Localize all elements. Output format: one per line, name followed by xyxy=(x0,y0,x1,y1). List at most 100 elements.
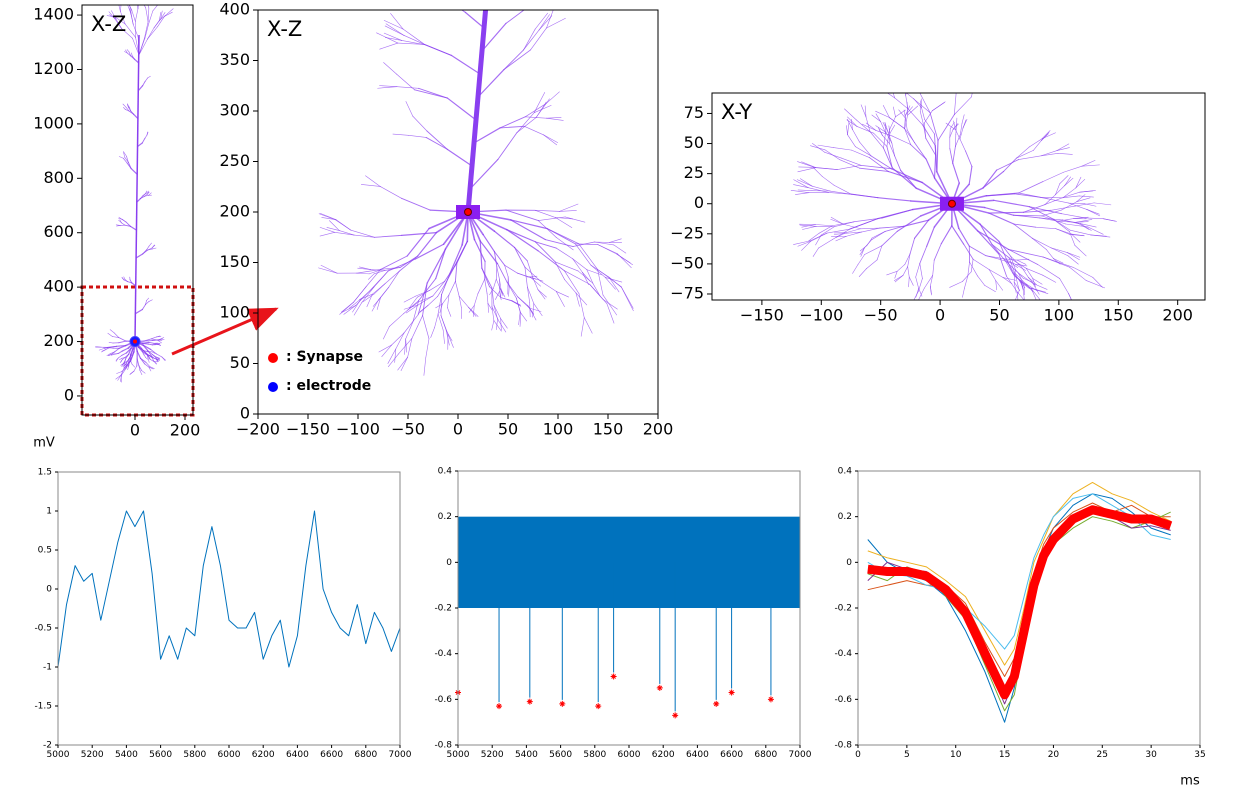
dendrite xyxy=(130,15,134,25)
dendrite xyxy=(109,329,115,334)
y-tick-label: 50 xyxy=(684,133,704,152)
dendrite xyxy=(151,353,157,358)
dendrite xyxy=(495,291,500,300)
dendrite xyxy=(430,327,435,338)
dendrite xyxy=(437,283,446,297)
dendrite xyxy=(555,217,573,228)
dendrite xyxy=(877,197,912,202)
dendrite xyxy=(442,329,445,344)
dendrite xyxy=(953,96,972,115)
y-tick-label: -0.4 xyxy=(434,649,452,659)
dendrite xyxy=(949,129,954,138)
dendrite xyxy=(148,192,152,196)
dendrite xyxy=(886,145,893,169)
dendrite xyxy=(1003,157,1017,172)
dendrite xyxy=(526,260,534,278)
dendrite xyxy=(1023,204,1046,213)
y-tick-label: 250 xyxy=(219,151,250,170)
dendrite xyxy=(497,263,508,283)
dendrite xyxy=(1014,272,1027,285)
dendrite xyxy=(150,336,157,340)
dendrite xyxy=(906,93,908,94)
x-axis-label: ms xyxy=(1180,774,1200,789)
dendrite xyxy=(797,189,813,191)
dendrite xyxy=(121,367,127,376)
dendrite xyxy=(864,245,883,255)
dendrite xyxy=(985,255,1004,260)
spike-marker xyxy=(713,700,720,707)
y-tick-label: 0 xyxy=(240,404,250,423)
dendrite xyxy=(940,225,953,245)
dendrite xyxy=(594,241,615,246)
dendrite xyxy=(937,114,955,141)
dendrite xyxy=(575,243,592,266)
dendrite xyxy=(404,338,406,355)
dendrite xyxy=(519,313,522,327)
dendrite xyxy=(960,122,963,135)
dendrite xyxy=(1018,192,1049,200)
dendrite xyxy=(473,293,479,306)
dendrite xyxy=(138,38,148,56)
y-tick-label: -0.6 xyxy=(834,695,852,705)
dendrite xyxy=(590,264,606,278)
dendrite xyxy=(469,158,499,190)
dendrite xyxy=(412,300,419,323)
y-tick-label: 0.4 xyxy=(838,467,853,477)
dendrite xyxy=(998,240,1012,257)
dendrite xyxy=(146,191,149,195)
dendrite xyxy=(968,165,973,185)
dendrite xyxy=(339,302,354,315)
dendrite xyxy=(148,299,153,302)
x-tick-label: 10 xyxy=(950,750,962,760)
x-tick-label: 0 xyxy=(453,420,463,439)
x-tick-label: 5400 xyxy=(115,750,138,760)
dendrite xyxy=(101,349,106,352)
dendrite xyxy=(123,276,126,280)
dendrite xyxy=(953,120,956,131)
dendrite xyxy=(970,258,974,273)
dendrite xyxy=(392,133,409,136)
x-tick-label: 5600 xyxy=(549,750,572,760)
spike-marker xyxy=(526,698,533,705)
dendrite xyxy=(427,296,438,306)
dendrite xyxy=(130,110,135,115)
dendrite xyxy=(126,49,130,53)
dendrite xyxy=(798,166,816,168)
dendrite xyxy=(517,296,530,309)
dendrite xyxy=(487,303,493,311)
dendrite xyxy=(882,135,890,144)
x-tick-label: 6000 xyxy=(618,750,641,760)
dendrite xyxy=(357,269,381,274)
dendrite xyxy=(1015,263,1026,271)
dendrite xyxy=(1029,287,1046,293)
dendrite xyxy=(1015,306,1018,319)
dendrite xyxy=(405,338,407,353)
dendrite xyxy=(146,297,150,301)
dendrite xyxy=(534,12,548,30)
x-tick-label: 25 xyxy=(1097,750,1108,760)
dendrite xyxy=(1063,165,1083,173)
dendrite xyxy=(1061,195,1080,199)
dendrite xyxy=(887,170,923,183)
dendrite xyxy=(401,197,431,211)
dendrite xyxy=(871,231,886,239)
dendrite xyxy=(144,77,149,82)
dendrite xyxy=(503,49,531,71)
dendrite xyxy=(508,287,510,297)
dendrite xyxy=(1066,252,1081,258)
dendrite xyxy=(341,305,356,313)
dendrite xyxy=(884,225,905,232)
dendrite xyxy=(491,287,495,306)
x-tick-label: 200 xyxy=(643,420,674,439)
dendrite xyxy=(405,304,419,314)
dendrite xyxy=(121,218,127,223)
plot-frame xyxy=(57,471,401,746)
dendrite xyxy=(148,10,154,25)
y-tick-label: 1.5 xyxy=(38,468,52,478)
dendrite xyxy=(448,280,456,296)
y-tick-label: -0.4 xyxy=(834,649,852,659)
dendrite xyxy=(1008,257,1015,274)
dendrite xyxy=(1022,285,1025,300)
dendrite xyxy=(1020,281,1030,289)
dendrite xyxy=(1056,143,1070,151)
